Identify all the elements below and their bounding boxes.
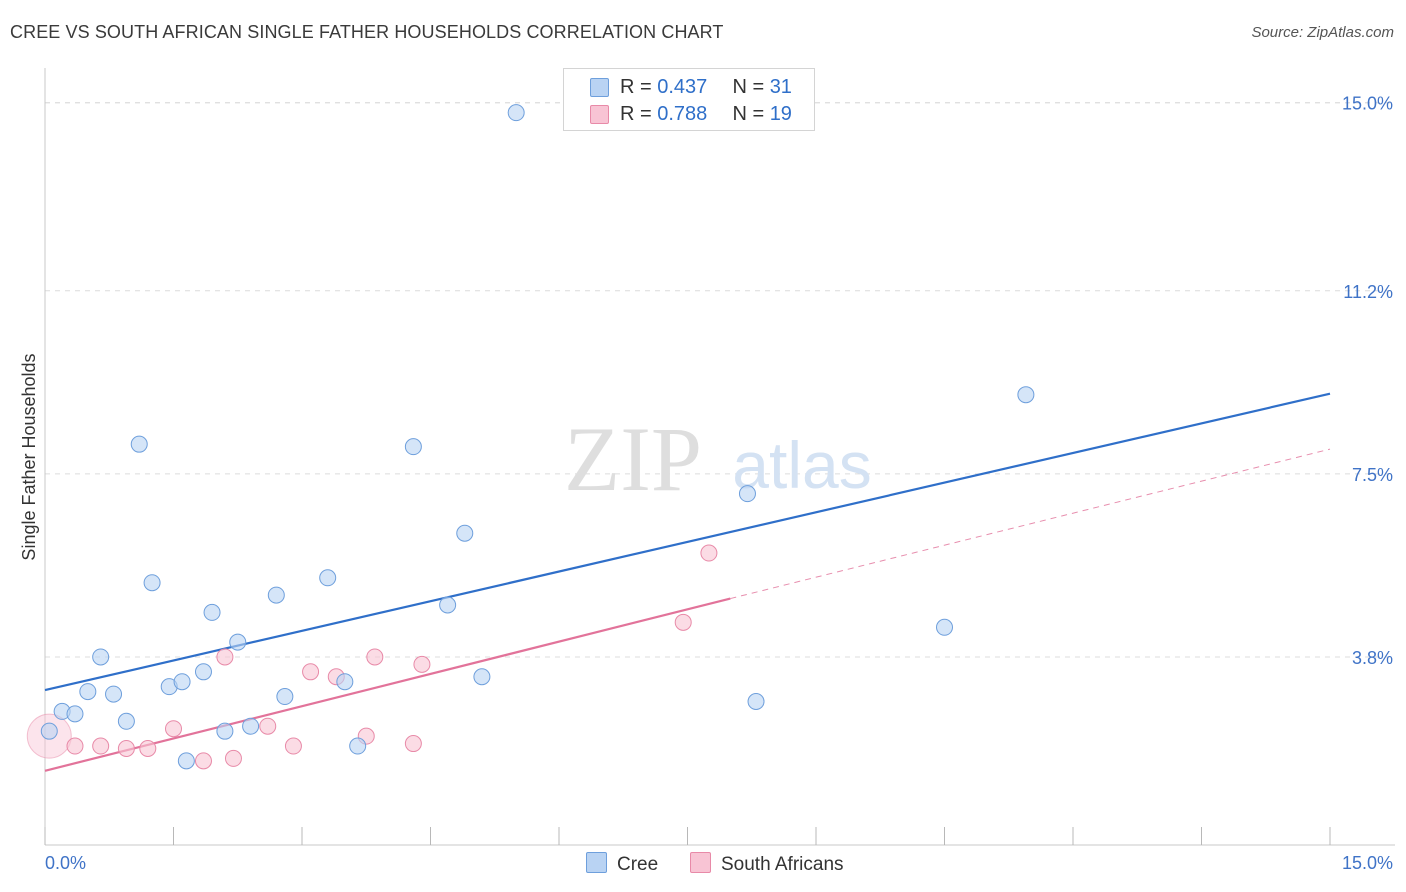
south-africans-point xyxy=(302,663,320,681)
south-africans-trend-extension xyxy=(730,448,1331,600)
south-africans-point xyxy=(284,737,302,755)
cree-point xyxy=(229,633,247,651)
watermark-zip: ZIP xyxy=(564,408,702,510)
south-africans-point xyxy=(224,749,242,767)
cree-point xyxy=(738,485,756,503)
south-africans-trend-line xyxy=(44,597,731,772)
cree-point xyxy=(177,752,195,770)
south-africans-point xyxy=(404,735,422,753)
cree-point xyxy=(404,438,422,456)
south-africans-point xyxy=(259,717,277,735)
legend-r-label: R = xyxy=(620,103,658,125)
south-africans-point xyxy=(366,648,384,666)
cree-point xyxy=(130,435,148,453)
legend-n-label: N = xyxy=(732,103,770,125)
cree-point xyxy=(194,663,212,681)
cree-point xyxy=(507,104,525,122)
grid-lines xyxy=(45,102,1395,658)
bottom-legend-south-africans: South Africans xyxy=(690,852,844,876)
south-africans-point xyxy=(700,544,718,562)
cree-point xyxy=(105,685,123,703)
cree-point xyxy=(336,673,354,691)
legend-n-label: N = xyxy=(732,76,770,98)
legend-n-value: 31 xyxy=(769,76,792,98)
axes xyxy=(44,68,1395,846)
watermark-atlas: atlas xyxy=(732,428,871,502)
legend-n-value: 19 xyxy=(769,103,792,125)
cree-point xyxy=(319,569,337,587)
south-africans-point xyxy=(674,613,692,631)
cree-point xyxy=(456,524,474,542)
source-label: Source: ZipAtlas.com xyxy=(1251,24,1394,41)
data-points xyxy=(26,104,1035,770)
cree-point xyxy=(143,574,161,592)
trend-lines xyxy=(44,392,1331,772)
legend-r-label: R = xyxy=(620,76,658,98)
south-africans-point xyxy=(117,740,135,758)
cree-point xyxy=(936,618,953,636)
cree-point xyxy=(747,692,765,710)
south-africans-point xyxy=(66,737,84,755)
cree-point xyxy=(439,596,457,614)
south-africans-swatch xyxy=(590,105,609,124)
watermark: ZIP atlas xyxy=(564,408,872,510)
cree-point xyxy=(203,603,221,621)
south-africans-point xyxy=(413,655,431,673)
cree-point xyxy=(173,673,191,691)
cree-point xyxy=(216,722,234,740)
x-tick-label: 15.0% xyxy=(1342,853,1393,873)
y-tick-label: 15.0% xyxy=(1342,94,1393,114)
cree-point xyxy=(1017,386,1035,404)
cree-point xyxy=(473,668,491,686)
cree-swatch xyxy=(586,852,607,873)
cree-point xyxy=(79,683,97,701)
cree-point xyxy=(117,712,135,730)
x-tick-label: 0.0% xyxy=(45,853,86,873)
chart-title: CREE VS SOUTH AFRICAN SINGLE FATHER HOUS… xyxy=(10,22,724,42)
south-africans-point xyxy=(194,752,212,770)
cree-point xyxy=(276,688,294,706)
legend-r-value: 0.788 xyxy=(657,103,708,125)
bottom-legend-cree: Cree xyxy=(586,852,658,876)
cree-point xyxy=(40,722,58,740)
legend-box: R = 0.437 N = 31 R = 0.788 N = 19 xyxy=(563,68,815,131)
bottom-legend-south-africans-label: South Africans xyxy=(721,854,844,875)
y-tick-label: 11.2% xyxy=(1343,282,1393,302)
bottom-legend-cree-label: Cree xyxy=(617,854,659,875)
south-africans-point xyxy=(216,648,234,666)
cree-swatch xyxy=(590,78,609,97)
y-tick-label: 7.5% xyxy=(1352,465,1393,485)
cree-point xyxy=(267,586,285,604)
south-africans-swatch xyxy=(690,852,711,873)
tick-labels: 3.8% 7.5% 11.2% 15.0% 0.0% 15.0% xyxy=(45,94,1393,873)
cree-point xyxy=(242,717,260,735)
south-africans-point xyxy=(92,737,110,755)
y-axis-label: Single Father Households xyxy=(19,353,39,560)
legend-r-value: 0.437 xyxy=(657,76,708,98)
cree-point xyxy=(92,648,110,666)
y-tick-label: 3.8% xyxy=(1352,648,1393,668)
south-africans-point xyxy=(165,720,182,738)
south-africans-point xyxy=(139,740,157,758)
cree-point xyxy=(349,737,367,755)
cree-point xyxy=(66,705,84,723)
cree-trend-line xyxy=(44,392,1331,692)
